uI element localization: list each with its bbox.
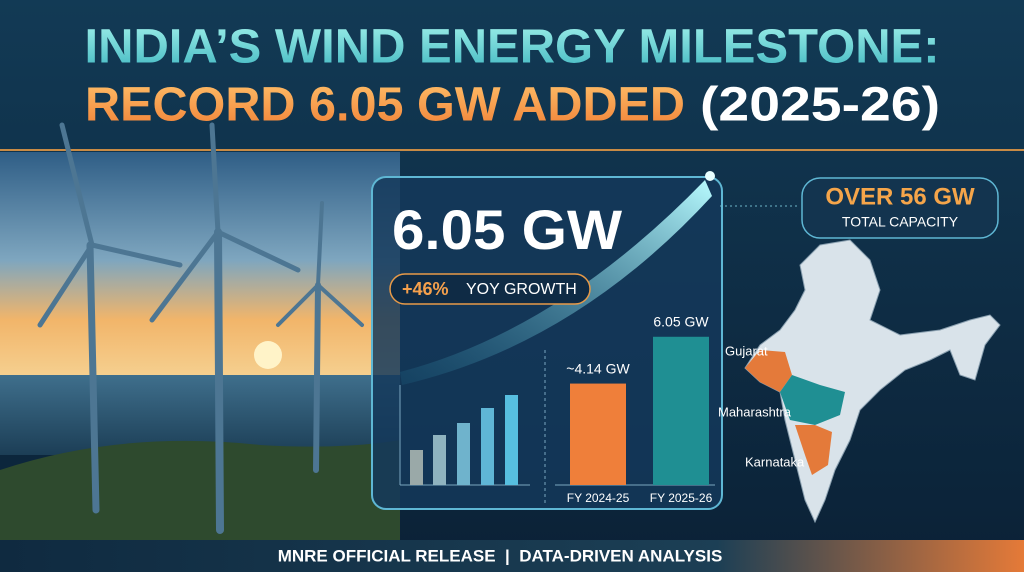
callout-value: OVER 56 GW (825, 183, 975, 210)
headline: 6.05 GW (392, 198, 622, 261)
turbines (37, 122, 364, 534)
title-line-2: RECORD 6.05 GW ADDED (85, 79, 685, 132)
bar (570, 383, 626, 485)
title-year: (2025-26) (700, 79, 940, 132)
bar (653, 336, 709, 485)
india-map (744, 239, 1001, 524)
footer-bar (0, 540, 1024, 572)
map-label: Gujarat (725, 343, 768, 358)
callout-label: TOTAL CAPACITY (842, 214, 959, 230)
growth-value: +46% (402, 279, 449, 299)
map-label: Maharashtra (718, 404, 792, 419)
decor-bars (399, 350, 546, 505)
growth-badge (389, 273, 591, 305)
callout-box (801, 177, 999, 239)
value-label: ~4.14 GW (566, 360, 630, 376)
category-label: FY 2025-26 (650, 491, 713, 505)
growth-label: YOY GROWTH (466, 281, 577, 298)
hill (0, 440, 400, 540)
map-label: Karnataka (745, 454, 805, 469)
arrow-glow (705, 171, 715, 181)
title-line-1: INDIA’S WIND ENERGY MILESTONE: (85, 21, 940, 74)
sun (254, 341, 282, 369)
category-label: FY 2024-25 (567, 491, 630, 505)
footer-text: MNRE OFFICIAL RELEASE | DATA-DRIVEN ANAL… (278, 546, 723, 565)
sky (0, 152, 400, 392)
growth-arrow (400, 180, 712, 385)
value-label: 6.05 GW (653, 313, 709, 329)
